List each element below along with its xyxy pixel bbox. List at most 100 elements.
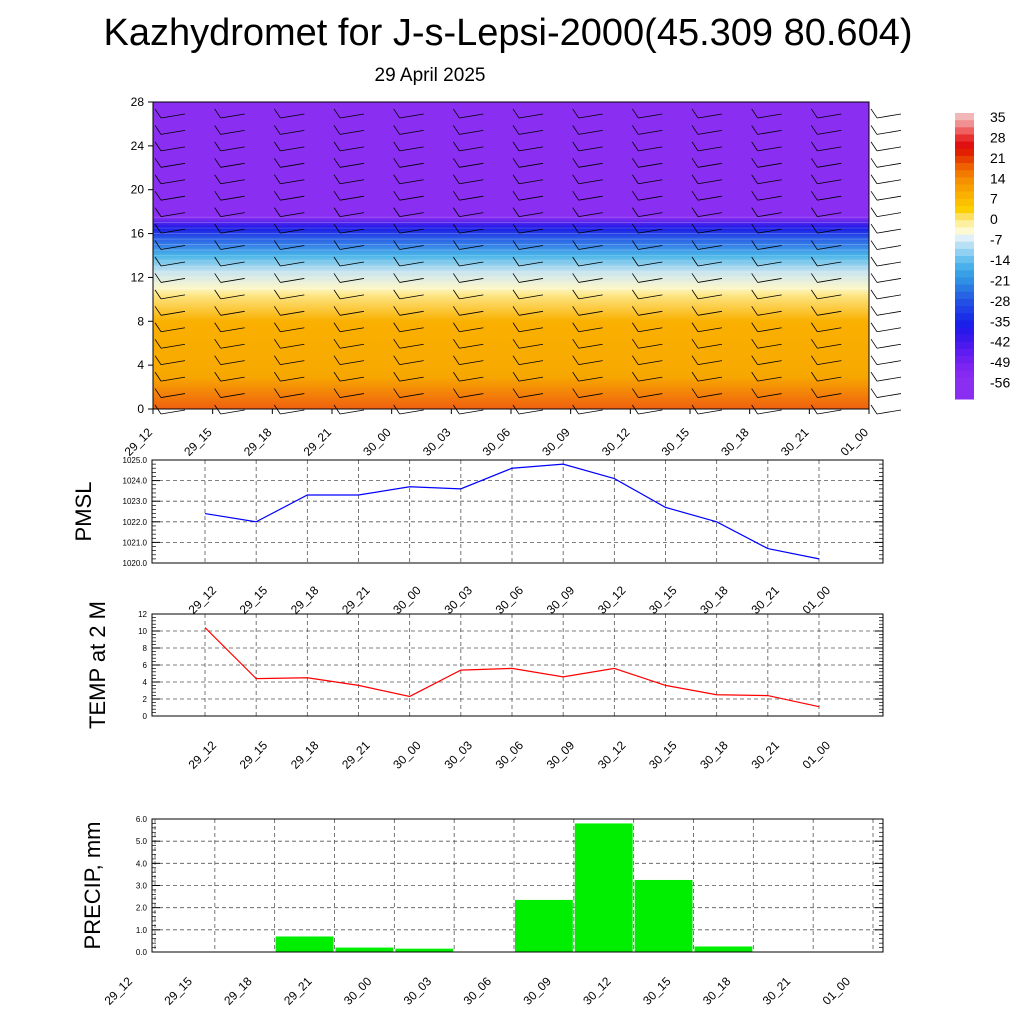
wind-barb [691,108,699,119]
wind-barb [154,190,162,201]
wind-barb [572,388,579,398]
wind-barb-flag [638,294,663,300]
wind-barb [274,338,281,349]
wind-barb-flag [518,228,544,234]
wind-barb-flag [339,376,365,382]
wind-barb [512,338,520,349]
wind-barb-flag [459,278,484,283]
wind-barb [512,240,520,250]
wind-barb [632,355,639,365]
wind-barb-flag [638,261,663,267]
x-tick-label: 30_00 [390,583,424,617]
colorbar-box [955,177,974,185]
wind-barb [274,125,281,135]
x-tick-label: 30_21 [778,425,812,459]
wind-barb [512,273,520,283]
wind-barb-flag [697,162,723,168]
wind-barb [214,174,221,184]
wind-barb-flag [757,261,782,267]
wind-barb-flag [757,228,782,234]
wind-barb [333,322,341,332]
wind-barb-flag [518,409,544,415]
wind-barb [572,174,579,184]
x-tick-label: 29_12 [186,738,220,772]
wind-barb-flag [638,195,663,201]
wind-barb-flag [638,130,663,135]
colorbar-box [955,298,974,307]
wind-barb-flag [459,146,484,152]
wind-barb-flag [459,179,484,185]
y-tick-label: 2.0 [136,904,148,913]
y-tick-label: 4.0 [136,859,148,868]
wind-barb-flag [638,360,663,366]
x-tick-label: 30_09 [520,974,554,1008]
wind-barb-flag [280,343,305,349]
wind-barb-flag [578,228,603,234]
temperature-field [153,102,869,409]
wind-barb-flag [399,195,424,201]
colorbar-box [955,327,974,336]
wind-barb-flag [518,343,544,349]
wind-barb [274,289,281,300]
colorbar-label: -14 [990,252,1010,268]
colorbar-label: -35 [990,313,1010,329]
wind-barb [632,256,639,267]
colorbar-label: -49 [990,354,1010,370]
precip-panel: 0.0 1.0 2.0 3.0 4.0 5.0 6.0 29_12 29_15 29_18 29_2… [80,815,884,1008]
wind-barb [691,174,699,184]
wind-barb [572,289,579,300]
y-tick-label: 2 [143,695,148,704]
wind-barb [333,338,341,349]
colorbar-label: 35 [990,109,1006,125]
wind-barb [870,371,878,382]
wind-barb [453,141,460,152]
wind-barb-flag [280,245,305,250]
wind-barb [632,125,639,135]
colorbar-box [955,334,974,343]
wind-barb [632,223,639,234]
wind-barb [751,125,758,135]
wind-barb [632,141,639,152]
wind-barb [632,190,639,201]
x-tick-label: 30_15 [659,425,693,459]
wind-barb-flag [876,360,902,366]
wind-barb-flag [817,294,842,300]
x-tick-label: 29_18 [241,425,275,459]
x-tick-label: 29_18 [221,974,255,1008]
wind-barb-flag [160,261,186,267]
wind-barb [274,240,281,250]
colorbar: 35 28 21 14 7 0 -7 -14 -21 -28 -35 -42 -49 -56 [955,109,1010,400]
wind-barb-flag [697,212,723,218]
wind-barb-flag [339,327,365,333]
wind-barb-flag [876,195,902,201]
wind-barb-flag [518,278,544,283]
wind-barb [274,207,281,217]
wind-barb [393,190,400,201]
wind-barb [453,240,460,250]
y-tick-label: 0 [137,402,144,416]
colorbar-label: -7 [990,232,1003,248]
wind-barb-flag [280,327,305,333]
wind-barb [870,223,878,234]
wind-barb-flag [817,278,842,283]
wind-barb [453,190,460,201]
wind-barb-flag [876,212,902,218]
wind-barb-flag [339,278,365,283]
wind-barb [393,273,400,283]
wind-barb [154,174,162,184]
precip-bar [574,823,633,952]
wind-barb-flag [399,409,424,415]
wind-barb [632,108,639,119]
wind-barb-flag [757,162,782,168]
wind-barb-flag [220,146,245,152]
colorbar-box [955,284,974,293]
wind-barb [870,273,878,283]
x-tick-label: 01_00 [820,974,854,1008]
wind-barb [691,273,699,283]
wind-barb-flag [399,261,424,267]
wind-barb [393,355,400,365]
colorbar-box [955,184,974,193]
y-tick-label: 0.0 [136,948,148,957]
colorbar-label: 14 [990,170,1006,186]
wind-barb [154,108,162,119]
